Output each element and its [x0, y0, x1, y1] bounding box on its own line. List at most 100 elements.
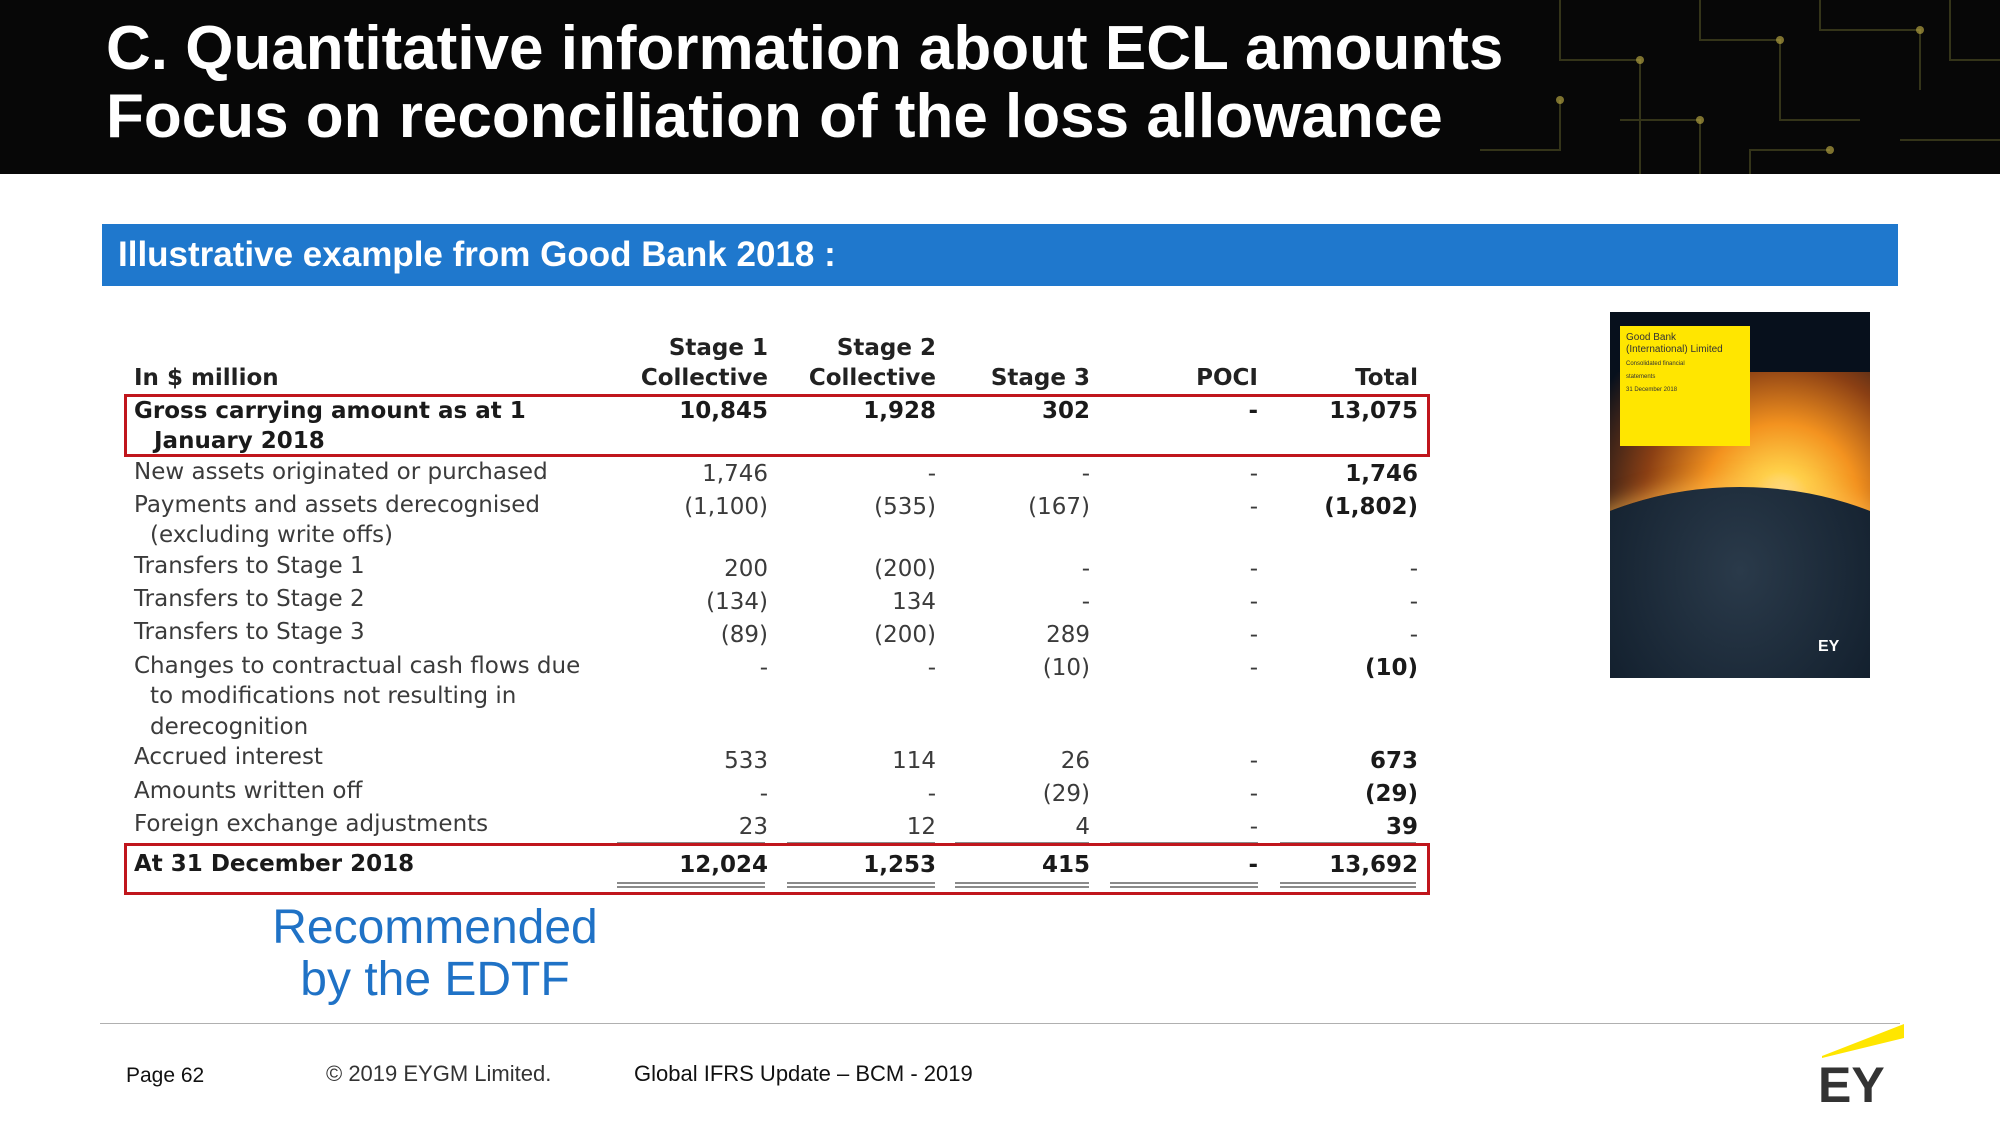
page-title-line1: C. Quantitative information about ECL am… — [106, 14, 1504, 83]
copyright-text: © 2019 EYGM Limited. — [326, 1061, 552, 1086]
subtotal-rule — [1110, 842, 1258, 844]
total-rule — [787, 882, 935, 884]
table-cell: (10) — [1042, 655, 1090, 681]
table-cell: 4 — [1075, 814, 1090, 840]
row-label: Foreign exchange adjustments — [134, 811, 489, 837]
subtotal-rule — [955, 842, 1089, 844]
total-rule — [1280, 882, 1416, 884]
table-cell: 1,928 — [863, 398, 936, 424]
subtotal-rule — [787, 842, 935, 844]
table-cell: - — [927, 461, 936, 487]
table-cell: 10,845 — [679, 398, 768, 424]
ey-logo-text: EY — [1818, 1057, 1885, 1106]
row-label: Transfers to Stage 1 — [134, 553, 365, 579]
table-cell: 114 — [892, 748, 936, 774]
earth-horizon — [1610, 487, 1870, 678]
table-cell: 23 — [738, 814, 768, 840]
circuit-background — [1480, 0, 2000, 174]
table-cell: 673 — [1369, 748, 1418, 774]
row-label: (excluding write offs) — [150, 522, 394, 548]
table-cell: - — [1248, 398, 1258, 424]
table-cell: (200) — [874, 622, 936, 648]
table-cell: 12,024 — [679, 852, 768, 878]
table-cell: 12 — [906, 814, 936, 840]
table-cell: - — [927, 781, 936, 807]
table-cell: (29) — [1042, 781, 1090, 807]
total-rule — [787, 886, 935, 888]
recommendation-line2: by the EDTF — [300, 953, 570, 1006]
row-label: Payments and assets derecognised — [134, 492, 540, 518]
table-cell: 26 — [1060, 748, 1090, 774]
column-header: Collective — [808, 365, 936, 391]
column-header: Total — [1355, 365, 1418, 391]
row-label: Gross carrying amount as at 1 — [134, 398, 526, 424]
table-cell: - — [1249, 461, 1258, 487]
table-cell: (200) — [874, 556, 936, 582]
row-label: Transfers to Stage 3 — [134, 619, 365, 645]
total-rule — [1110, 886, 1258, 888]
table-cell: - — [1249, 655, 1258, 681]
table-cell: - — [759, 655, 768, 681]
table-cell: 200 — [724, 556, 768, 582]
row-label: New assets originated or purchased — [134, 459, 548, 485]
total-rule — [1280, 886, 1416, 888]
row-label: Transfers to Stage 2 — [134, 586, 365, 612]
total-rule — [955, 882, 1089, 884]
cover-subtitle: Consolidated financial — [1626, 361, 1685, 367]
cover-logo: EY — [1818, 638, 1840, 655]
table-cell: 1,253 — [863, 852, 936, 878]
report-cover-image: Good Bank (International) Limited Consol… — [1610, 312, 1870, 678]
table-cell: 1,746 — [702, 461, 768, 487]
column-header: Stage 1 — [668, 335, 768, 361]
table-cell: - — [1081, 589, 1090, 615]
table-cell: (134) — [706, 589, 768, 615]
table-cell: - — [1249, 589, 1258, 615]
unit-header: In $ million — [134, 365, 279, 391]
title-banner: C. Quantitative information about ECL am… — [0, 0, 2000, 174]
table-cell: - — [1248, 852, 1258, 878]
table-cell: 134 — [892, 589, 936, 615]
total-rule — [617, 882, 765, 884]
row-label: to modifications not resulting in — [150, 683, 517, 709]
total-rule — [955, 886, 1089, 888]
row-label: Changes to contractual cash flows due — [134, 653, 581, 679]
table-cell: - — [1249, 556, 1258, 582]
column-header: Stage 3 — [990, 365, 1090, 391]
table-cell: - — [1249, 781, 1258, 807]
table-cell: (535) — [874, 494, 936, 520]
table-cell: (10) — [1364, 655, 1418, 681]
table-cell: (89) — [720, 622, 768, 648]
table-cell: - — [1249, 814, 1258, 840]
footer-divider — [100, 1023, 1900, 1024]
cover-subtitle: statements — [1626, 374, 1656, 380]
row-label: Accrued interest — [134, 744, 323, 770]
ey-logo-icon: EY — [1818, 1024, 1904, 1106]
column-header: Stage 2 — [836, 335, 936, 361]
table-cell: 533 — [724, 748, 768, 774]
table-cell: 13,692 — [1329, 852, 1418, 878]
table-cell: 289 — [1046, 622, 1090, 648]
cover-date: 31 December 2018 — [1626, 387, 1678, 393]
table-cell: 415 — [1041, 852, 1090, 878]
total-rule — [1110, 882, 1258, 884]
table-cell: 302 — [1041, 398, 1090, 424]
cover-title-panel: Good Bank (International) Limited Consol… — [1620, 326, 1750, 446]
subtotal-rule — [1280, 842, 1416, 844]
table-cell: - — [1081, 461, 1090, 487]
row-label: derecognition — [150, 714, 309, 740]
event-title: Global IFRS Update – BCM - 2019 — [634, 1061, 973, 1086]
row-label: January 2018 — [154, 428, 325, 454]
cover-title: Good Bank — [1626, 332, 1677, 343]
table-cell: (29) — [1364, 781, 1418, 807]
table-cell: - — [927, 655, 936, 681]
column-header: Collective — [640, 365, 768, 391]
table-cell: - — [1249, 748, 1258, 774]
row-label: Amounts written off — [134, 778, 363, 804]
table-cell: - — [1081, 556, 1090, 582]
page-title-line2: Focus on reconciliation of the loss allo… — [106, 82, 1443, 151]
table-cell: 13,075 — [1329, 398, 1418, 424]
table-cell: 39 — [1385, 814, 1418, 840]
section-heading: Illustrative example from Good Bank 2018… — [102, 224, 1898, 286]
table-cell: (1,802) — [1324, 494, 1418, 520]
total-rule — [617, 886, 765, 888]
